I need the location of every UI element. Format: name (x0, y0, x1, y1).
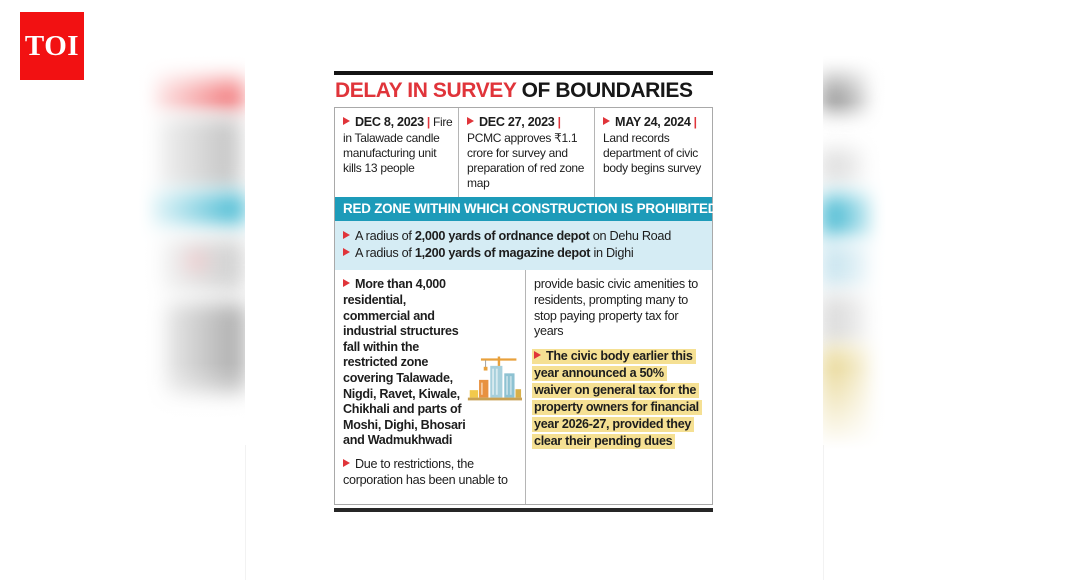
headline-red-part: DELAY IN SURVEY (335, 79, 517, 102)
arrow-icon (343, 117, 350, 126)
arrow-icon (343, 248, 350, 257)
toi-logo: TOI (20, 12, 84, 80)
impact-structures-text: More than 4,000 residential, commercial … (343, 277, 466, 448)
impact-restrictions-left: Due to restrictions, the corporation has… (343, 457, 517, 488)
headline-black-part: OF BOUNDARIES (516, 79, 693, 102)
arrow-icon (534, 350, 541, 359)
arrow-icon (343, 459, 350, 468)
construction-illustration-icon (467, 356, 522, 401)
red-zone-banner: RED ZONE WITHIN WHICH CONSTRUCTION IS PR… (335, 197, 717, 222)
timeline-separator: | (693, 115, 697, 130)
arrow-icon (343, 231, 350, 240)
arrow-icon (603, 117, 610, 126)
bullet-emphasis: 1,200 yards of magazine depot (414, 246, 591, 261)
bullet-emphasis: 2,000 yards of ordnance depot (414, 229, 590, 244)
impact-restrictions-left-text: Due to restrictions, the corporation has… (343, 457, 508, 487)
bullet-item: A radius of 1,200 yards of magazine depo… (343, 246, 704, 260)
bullet-suffix: in Dighi (590, 246, 634, 261)
background-blur-left (138, 55, 245, 450)
timeline: DEC 8, 2023 | Fire in Talawade candle ma… (335, 108, 712, 198)
timeline-text: Fire in Talawade candle manufacturing un… (343, 115, 453, 176)
timeline-date: DEC 8, 2023 (355, 115, 424, 130)
background-blur-right (823, 55, 887, 450)
content-box: DEC 8, 2023 | Fire in Talawade candle ma… (334, 107, 717, 506)
bottom-rule (334, 508, 713, 513)
headline: DELAY IN SURVEY OF BOUNDARIES (335, 79, 713, 102)
timeline-date: MAY 24, 2024 (615, 115, 691, 130)
timeline-separator: | (426, 115, 430, 130)
impact-waiver-text: The civic body earlier this year announc… (534, 348, 699, 448)
arrow-icon (343, 279, 350, 288)
timeline-text: PCMC approves ₹1.1 crore for survey and … (467, 130, 585, 191)
impact-section: More than 4,000 residential, commercial … (335, 270, 712, 505)
bullet-item: A radius of 2,000 yards of ordnance depo… (343, 229, 704, 243)
timeline-text: Land records department of civic body be… (603, 130, 701, 176)
highlight-marker: The civic body earlier this year announc… (532, 348, 702, 449)
timeline-item: MAY 24, 2024 | Land records department o… (594, 108, 712, 198)
impact-restrictions-right: provide basic civic amenities to residen… (534, 277, 698, 339)
infographic: DELAY IN SURVEY OF BOUNDARIES DEC 8, 202… (334, 71, 717, 513)
bullet-prefix: A radius of (355, 229, 415, 244)
toi-logo-text: TOI (24, 29, 80, 62)
impact-waiver: The civic body earlier this year announc… (532, 348, 704, 450)
blur-fade (823, 55, 887, 450)
bullet-suffix: on Dehu Road (589, 229, 672, 244)
timeline-item: DEC 27, 2023 | PCMC approves ₹1.1 crore … (458, 108, 594, 198)
impact-left-column: More than 4,000 residential, commercial … (335, 270, 526, 505)
top-rule (334, 71, 713, 75)
timeline-separator: | (557, 115, 561, 130)
arrow-icon (467, 117, 474, 126)
impact-right-column: provide basic civic amenities to residen… (526, 270, 712, 504)
timeline-date: DEC 27, 2023 (479, 115, 555, 130)
timeline-item: DEC 8, 2023 | Fire in Talawade candle ma… (335, 108, 458, 197)
blur-fade (138, 55, 245, 450)
impact-structures: More than 4,000 residential, commercial … (343, 277, 475, 449)
red-zone-bullets: A radius of 2,000 yards of ordnance depo… (335, 221, 712, 271)
bullet-prefix: A radius of (355, 246, 415, 261)
image-edge-line (245, 445, 246, 580)
image-edge-line (823, 445, 824, 580)
